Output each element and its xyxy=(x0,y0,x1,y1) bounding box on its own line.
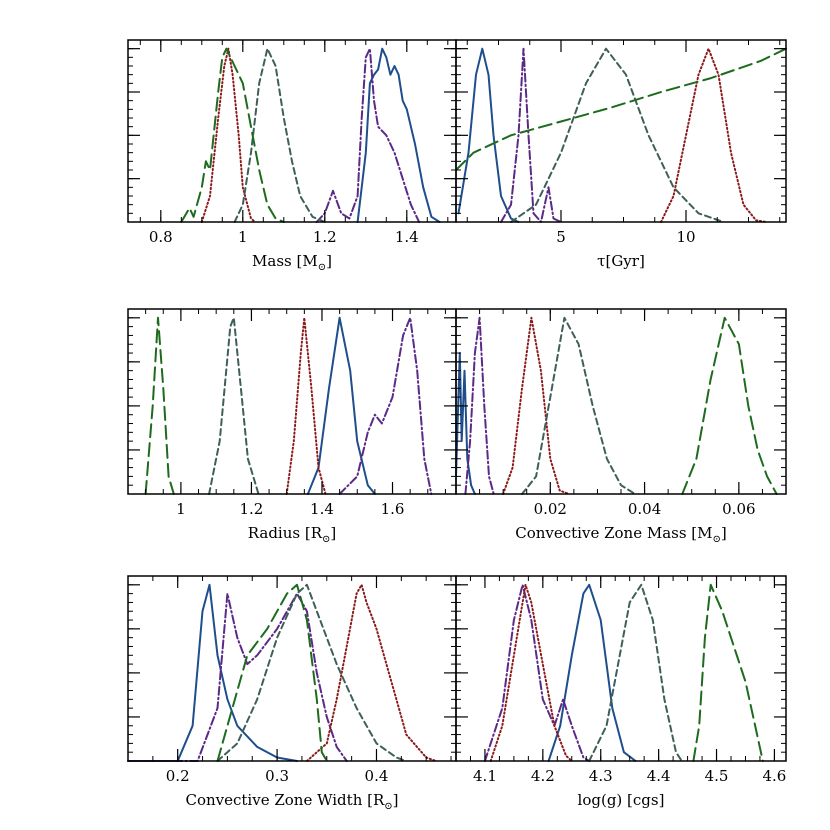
x-axis-title-subscript: ⊙ xyxy=(318,262,326,273)
series-shortdash-cz_mass xyxy=(521,316,637,495)
panel-age: 5 10 τ[Gyr] xyxy=(455,39,787,270)
series-dashdot-mass xyxy=(315,47,421,223)
x-axis-title-subscript: ⊙ xyxy=(713,534,721,545)
x-axis-title: τ[Gyr] xyxy=(597,252,645,270)
x-tick-label: 0.06 xyxy=(722,500,755,518)
x-axis-title-suffix: ] xyxy=(721,524,727,542)
series-shortdash-radius xyxy=(208,316,260,495)
series-dashdot-logg xyxy=(483,583,591,762)
x-axis-title-suffix: ] xyxy=(393,791,399,809)
axes-frame xyxy=(455,308,787,495)
x-axis-title-main: τ[Gyr] xyxy=(597,252,645,270)
series-solid-radius xyxy=(306,316,376,495)
series-dashdot-cz_width xyxy=(127,592,348,762)
series-dashdot-age xyxy=(500,47,562,223)
series-longdash-cz_mass xyxy=(681,316,778,495)
series-shortdash-logg xyxy=(588,583,683,762)
series-dotted-logg xyxy=(489,583,573,762)
x-tick-label: 1.2 xyxy=(240,500,264,518)
x-axis-title-main: Radius [R xyxy=(248,524,323,542)
x-axis-title-subscript: ⊙ xyxy=(322,534,330,545)
series-dotted-mass xyxy=(200,47,257,223)
x-axis-title-suffix: ] xyxy=(326,252,332,270)
series-solid-mass xyxy=(356,47,441,223)
x-axis-title: Radius [R⊙] xyxy=(248,524,337,545)
series-dotted-cz_width xyxy=(305,583,438,762)
series-shortdash-cz_width xyxy=(216,583,408,762)
axes-frame xyxy=(455,575,787,762)
axes-frame xyxy=(127,308,457,495)
series-longdash-cz_width xyxy=(216,583,328,762)
series-dashdot-radius xyxy=(338,316,433,495)
x-tick-label: 0.02 xyxy=(534,500,567,518)
x-tick-label: 4.2 xyxy=(531,767,555,785)
series-dashdot-cz_mass xyxy=(464,316,495,495)
x-axis-title-subscript: ⊙ xyxy=(384,801,392,812)
series-longdash-radius xyxy=(144,316,175,495)
series-shortdash-mass xyxy=(233,47,326,223)
x-tick-label: 4.6 xyxy=(762,767,786,785)
x-axis-title-main: Mass [M xyxy=(252,252,318,270)
x-axis-title: Convective Zone Width [R⊙] xyxy=(185,791,398,812)
x-tick-label: 0.3 xyxy=(265,767,289,785)
panel-mass: 0.8 1 1.2 1.4 Mass [M⊙] xyxy=(127,39,457,273)
x-tick-label: 0.8 xyxy=(149,228,173,246)
x-axis-title: Mass [M⊙] xyxy=(252,252,332,273)
series-dotted-radius xyxy=(285,316,327,495)
x-tick-label: 4.1 xyxy=(473,767,497,785)
x-tick-label: 1 xyxy=(176,500,186,518)
x-axis-title-main: log(g) [cgs] xyxy=(578,791,665,809)
x-tick-label: 1.4 xyxy=(310,500,334,518)
series-dotted-age xyxy=(660,47,767,223)
x-tick-label: 5 xyxy=(556,228,566,246)
axes-frame xyxy=(455,39,787,223)
x-tick-label: 4.3 xyxy=(589,767,613,785)
series-longdash-age xyxy=(455,47,787,171)
x-tick-label: 1.2 xyxy=(313,228,337,246)
x-tick-label: 0.2 xyxy=(166,767,190,785)
x-tick-label: 1.4 xyxy=(395,228,419,246)
x-axis-title-main: Convective Zone Width [R xyxy=(185,791,384,809)
x-tick-label: 4.4 xyxy=(647,767,671,785)
x-tick-label: 0.4 xyxy=(365,767,389,785)
panel-radius: 1 1.2 1.4 1.6 Radius [R⊙] xyxy=(127,308,457,545)
series-dotted-cz_mass xyxy=(502,316,571,495)
x-tick-label: 0.04 xyxy=(628,500,661,518)
x-axis-title-suffix: ] xyxy=(330,524,336,542)
x-tick-label: 10 xyxy=(676,228,695,246)
panel-logg: 4.1 4.2 4.3 4.4 4.5 4.6 log(g) [cgs] xyxy=(455,575,787,809)
x-tick-label: 1 xyxy=(238,228,248,246)
series-shortdash-age xyxy=(510,47,725,223)
x-tick-label: 4.5 xyxy=(705,767,729,785)
x-tick-label: 1.6 xyxy=(381,500,405,518)
series-solid-logg xyxy=(547,583,637,762)
series-longdash-logg xyxy=(692,583,764,762)
x-axis-title: log(g) [cgs] xyxy=(578,791,665,809)
series-longdash-mass xyxy=(180,47,285,223)
x-axis-title-main: Convective Zone Mass [M xyxy=(515,524,712,542)
x-axis-title: Convective Zone Mass [M⊙] xyxy=(515,524,727,545)
panel-cz_width: 0.2 0.3 0.4 Convective Zone Width [R⊙] xyxy=(127,575,457,812)
panel-cz_mass: 0.02 0.04 0.06 Convective Zone Mass [M⊙] xyxy=(455,308,787,545)
series-solid-cz_width xyxy=(127,583,298,762)
